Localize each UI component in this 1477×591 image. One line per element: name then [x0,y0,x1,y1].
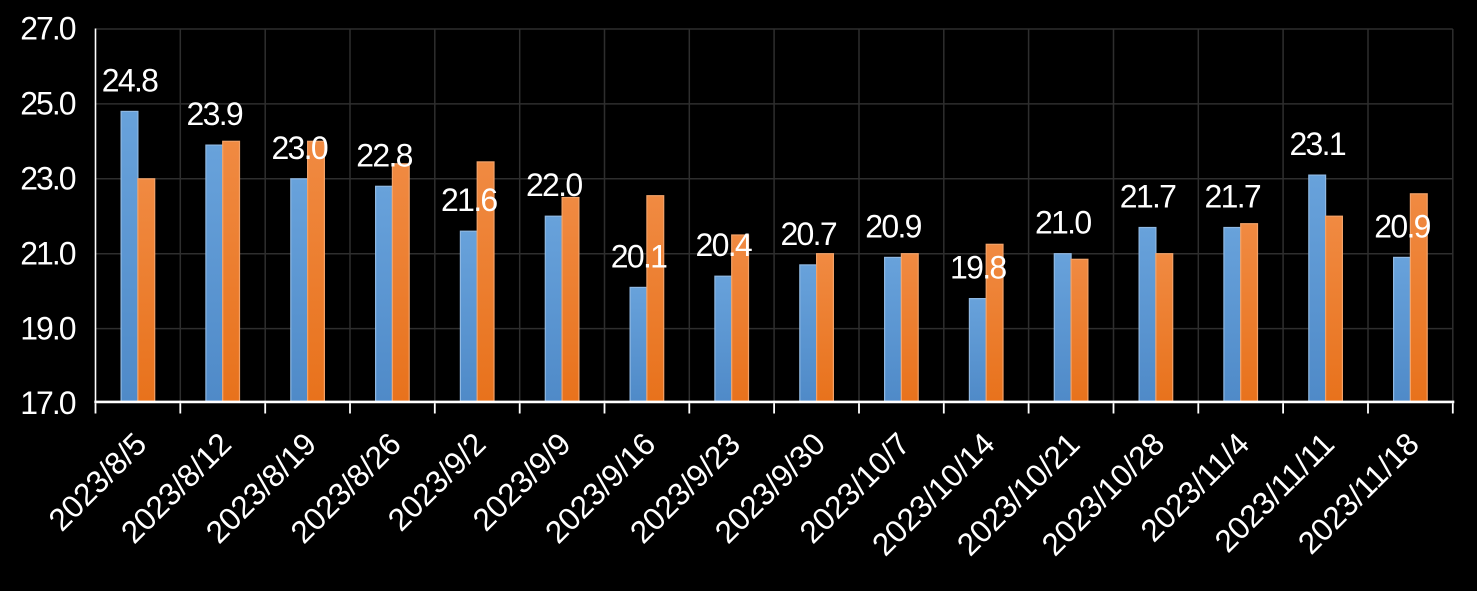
svg-text:20.1: 20.1 [611,238,667,274]
svg-text:23.0: 23.0 [271,130,327,166]
svg-text:25.0: 25.0 [20,86,75,122]
svg-text:20.9: 20.9 [865,208,921,244]
svg-text:22.8: 22.8 [356,137,412,173]
svg-text:17.0: 17.0 [20,385,75,421]
svg-text:23.1: 23.1 [1289,126,1345,162]
svg-text:20.4: 20.4 [696,227,752,263]
svg-text:20.7: 20.7 [780,216,836,252]
svg-text:24.8: 24.8 [102,62,158,98]
svg-text:21.0: 21.0 [20,235,75,271]
svg-text:21.7: 21.7 [1205,179,1261,215]
svg-text:20.9: 20.9 [1374,208,1430,244]
svg-text:27.0: 27.0 [20,11,75,47]
svg-text:23.9: 23.9 [187,96,243,132]
svg-text:19.8: 19.8 [950,250,1006,286]
svg-text:23.0: 23.0 [20,161,75,197]
svg-text:22.0: 22.0 [526,167,582,203]
svg-text:19.0: 19.0 [20,310,75,346]
svg-text:21.0: 21.0 [1035,205,1091,241]
svg-text:21.7: 21.7 [1120,179,1176,215]
svg-text:21.6: 21.6 [441,182,497,218]
